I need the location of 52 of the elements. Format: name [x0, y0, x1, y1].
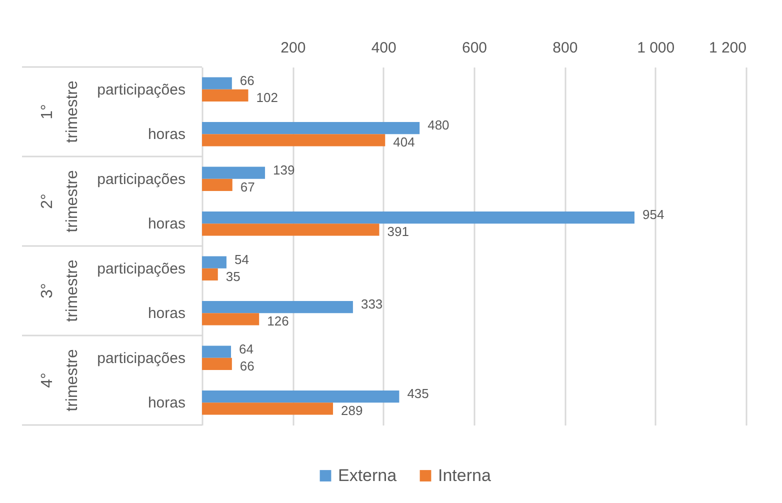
text: 4° trimestre	[39, 349, 81, 412]
bar	[202, 77, 232, 90]
data-label: 480	[428, 118, 450, 133]
y-tick-label: horas	[148, 394, 186, 412]
data-label: 333	[360, 296, 383, 312]
data-label: 35	[226, 268, 240, 284]
bar	[202, 166, 266, 179]
x-tick-label: 600	[462, 40, 488, 56]
data-label: 64	[239, 341, 254, 356]
y-tick-label: participações	[97, 81, 186, 98]
x-tick-label: 200	[280, 40, 306, 56]
data-label: 139	[273, 162, 295, 178]
bar	[202, 122, 420, 134]
y-tick-label: horas	[148, 216, 186, 233]
data-label: 126	[267, 314, 289, 329]
data-label: 391	[387, 224, 409, 240]
y-tick-label: horas	[148, 305, 186, 322]
bar	[202, 346, 232, 358]
x-tick-label: 400	[371, 40, 396, 56]
data-label: 102	[256, 90, 278, 105]
bar	[202, 390, 400, 403]
x-tick-label: 800	[552, 40, 578, 56]
y-tick-label: participações	[97, 350, 186, 367]
x-tick-label: 1 200	[708, 40, 746, 56]
data-label: 289	[341, 403, 363, 418]
bar	[202, 178, 232, 191]
data-label: 66	[240, 358, 254, 374]
legend-label: Interna	[438, 466, 492, 485]
bar	[202, 313, 260, 326]
y-tick-label: horas	[148, 126, 186, 144]
bar	[202, 89, 248, 102]
y-tick-label: participações	[97, 170, 186, 188]
text: 1° trimestre	[39, 80, 81, 143]
data-label: 435	[407, 386, 429, 402]
y-tick-label: participações	[97, 260, 186, 278]
text: 2° trimestre	[39, 170, 81, 232]
x-tick-label: 1 000	[637, 40, 675, 56]
bar	[202, 212, 634, 224]
text: 3° trimestre	[39, 260, 81, 322]
data-label: 54	[234, 252, 249, 267]
data-label: 66	[240, 72, 254, 88]
legend-label: Externa	[338, 466, 398, 485]
data-label: 954	[642, 207, 664, 222]
bar	[202, 134, 386, 146]
data-label: 67	[240, 179, 255, 194]
bar	[202, 256, 226, 268]
bar	[202, 224, 380, 236]
bar	[202, 268, 218, 280]
bar	[202, 301, 353, 314]
bar	[202, 358, 232, 370]
data-label: 404	[393, 134, 415, 150]
bar	[202, 402, 334, 415]
